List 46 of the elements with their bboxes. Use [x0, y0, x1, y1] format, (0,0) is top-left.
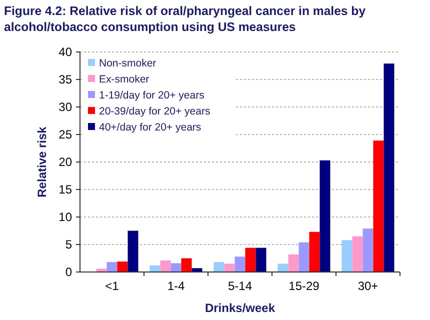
legend-label: 1-19/day for 20+ years [99, 90, 204, 102]
bar [256, 248, 266, 272]
bar [106, 262, 118, 272]
bar [373, 140, 384, 272]
y-tick-label: 5 [65, 238, 72, 252]
legend-label: Ex-smoker [99, 74, 150, 86]
bar [352, 236, 363, 272]
bar [181, 258, 192, 272]
bar [170, 263, 182, 272]
y-axis-title: Relative risk [35, 126, 49, 198]
x-axis-title: Drinks/week [204, 301, 276, 315]
y-tick-label: 40 [58, 45, 72, 60]
legend-label: 40+/day for 20+ years [99, 122, 202, 134]
y-tick-label: 25 [58, 128, 72, 142]
bar [384, 64, 394, 272]
y-tick-label: 20 [58, 155, 72, 170]
x-tick-label: 15-29 [288, 279, 320, 293]
legend-label: Non-smoker [99, 58, 157, 70]
bar [298, 242, 310, 272]
bar [288, 254, 299, 272]
bar [342, 240, 352, 272]
bar [117, 262, 128, 272]
bar [128, 230, 138, 272]
bar [309, 232, 320, 272]
bar [224, 264, 235, 272]
bar [234, 256, 246, 272]
legend-label: 20-39/day for 20+ years [99, 106, 210, 118]
chart-title: Figure 4.2: Relative risk of oral/pharyngeal cancer in males by alcohol/tobacco consumption using US measures [4, 4, 366, 34]
y-tick-label: 35 [58, 72, 72, 87]
bar [245, 248, 256, 272]
bar [192, 268, 202, 272]
bar [160, 260, 171, 272]
bar [320, 160, 330, 272]
bar [362, 228, 374, 272]
y-tick-label: 30 [58, 100, 72, 114]
bar [214, 262, 224, 272]
y-tick-label: 15 [58, 182, 72, 197]
x-tick-label: 1-4 [167, 279, 185, 293]
bar [96, 268, 107, 272]
x-tick-label: <1 [105, 279, 120, 293]
bar [278, 264, 288, 272]
x-tick-label: 30+ [358, 279, 378, 293]
bar [150, 265, 160, 272]
x-tick-label: 5-14 [228, 279, 252, 293]
y-tick-label: 10 [58, 210, 72, 224]
y-tick-label: 0 [65, 265, 72, 280]
